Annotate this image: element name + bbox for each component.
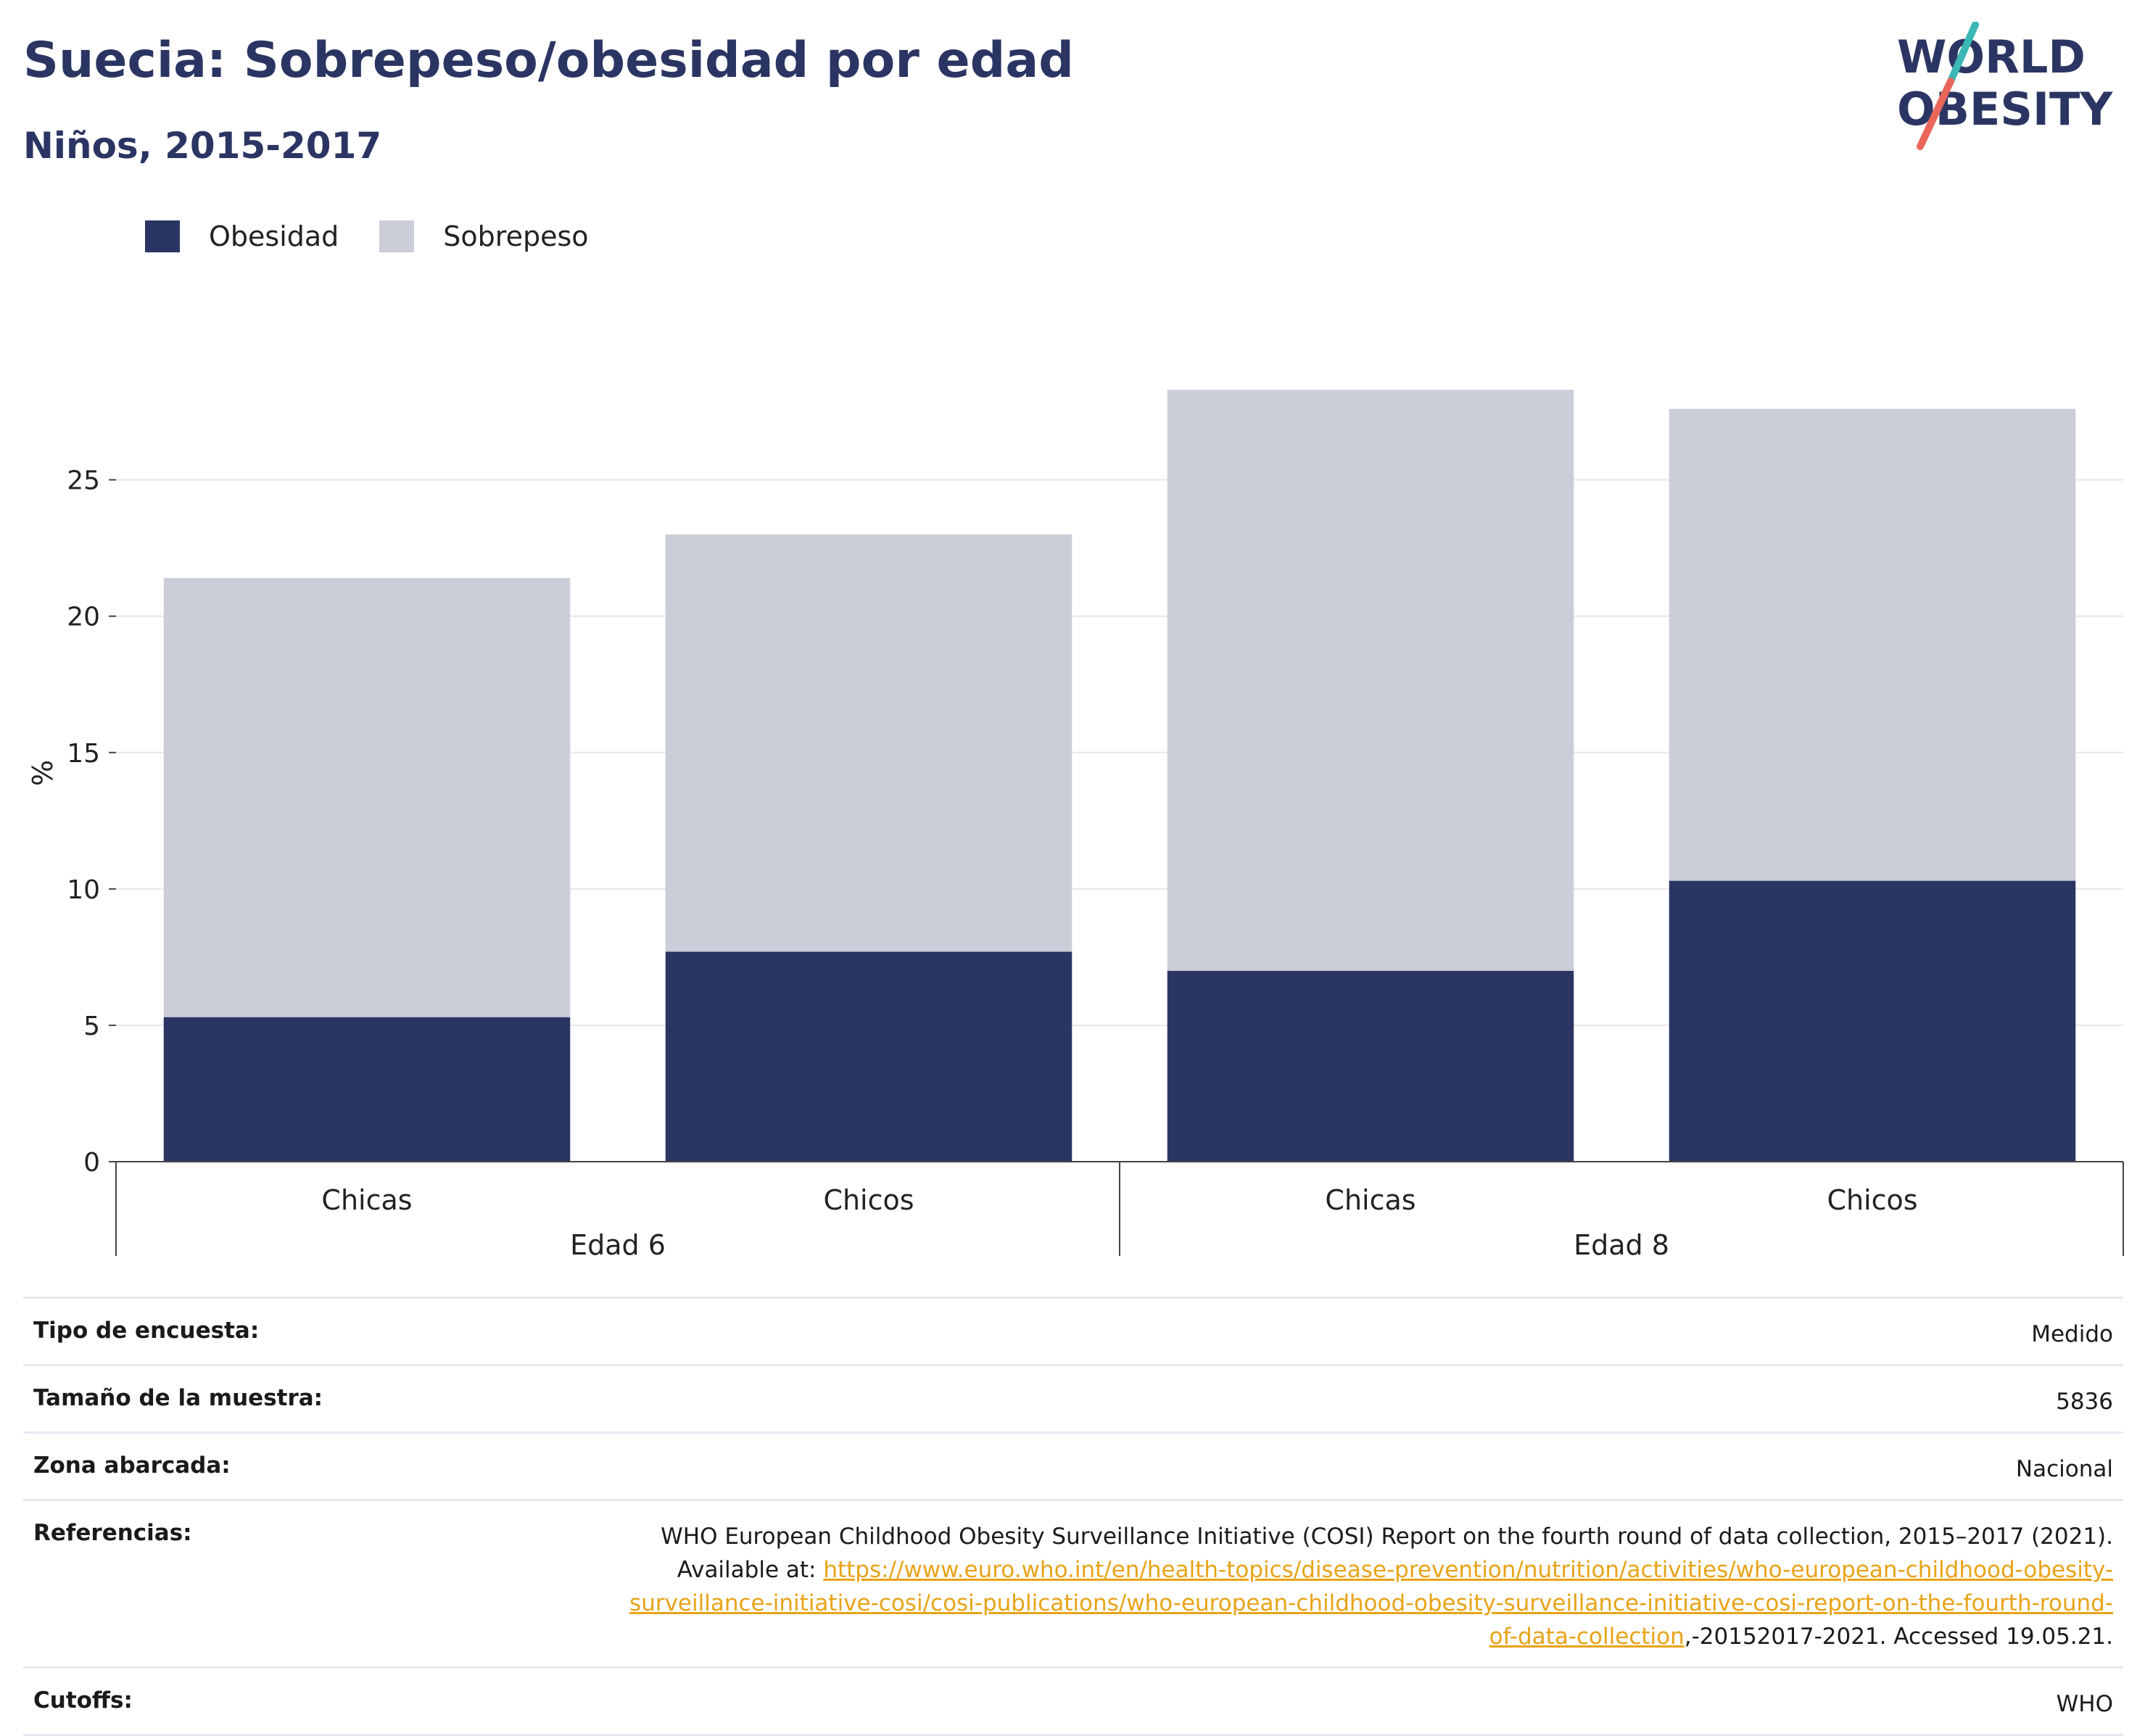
x-tick-label: Chicos: [1827, 1184, 1917, 1216]
logo-slash-bottom: [1917, 78, 1954, 150]
y-tick-label: 10: [67, 875, 100, 905]
reference-link[interactable]: https://www.euro.who.int/en/health-topic…: [629, 1557, 2113, 1650]
bar-obesidad: [1167, 970, 1574, 1162]
page-subtitle: Niños, 2015-2017: [23, 125, 382, 167]
legend-item-obesidad[interactable]: Obesidad: [145, 220, 339, 252]
bar-sobrepeso: [1167, 389, 1574, 971]
stacked-bar-chart: 0 5 10 15 20 25% Chicas Chicos Chicas Chicos Edad …: [27, 389, 2124, 1261]
reference-text: WHO European Childhood Obesity Surveilla…: [661, 1524, 2113, 1583]
chart-legend: Obesidad Sobrepeso: [145, 216, 629, 257]
meta-value: Medido: [2031, 1321, 2113, 1347]
meta-value: WHO: [2056, 1691, 2113, 1717]
meta-row-references: Referencias: WHO European Childhood Obes…: [23, 1499, 2123, 1666]
meta-label: Referencias:: [33, 1520, 192, 1546]
x-tick-label: Chicas: [1325, 1184, 1415, 1216]
page-title: Suecia: Sobrepeso/obesidad por edad: [23, 32, 1074, 89]
y-tick-label: 25: [67, 466, 100, 496]
meta-value: Nacional: [2015, 1456, 2113, 1482]
legend-swatch-obesidad: [145, 220, 180, 252]
y-axis-label: %: [27, 760, 59, 786]
bar-sobrepeso: [1669, 408, 2076, 881]
meta-label: Zona abarcada:: [33, 1452, 231, 1479]
metadata-table: Tipo de encuesta: Medido Tamaño de la mu…: [23, 1297, 2123, 1736]
bar-sobrepeso: [163, 578, 571, 1017]
meta-value: 5836: [2056, 1389, 2113, 1415]
world-obesity-logo: WORLD OBESITY: [1897, 22, 2113, 150]
meta-row-sample-size: Tamaño de la muestra: 5836: [23, 1364, 2123, 1431]
meta-row-area: Zona abarcada: Nacional: [23, 1431, 2123, 1499]
y-tick-label: 5: [83, 1012, 100, 1041]
meta-row-survey-type: Tipo de encuesta: Medido: [23, 1297, 2123, 1364]
meta-value-references: WHO European Childhood Obesity Surveilla…: [627, 1520, 2113, 1653]
meta-label: Tamaño de la muestra:: [33, 1385, 323, 1411]
meta-label: Tipo de encuesta:: [33, 1318, 260, 1344]
x-tick-label: Chicos: [823, 1184, 914, 1216]
x-tick-label: Chicas: [321, 1184, 412, 1216]
bar-obesidad: [163, 1017, 571, 1162]
legend-item-sobrepeso[interactable]: Sobrepeso: [379, 220, 589, 252]
group-label: Edad 6: [570, 1229, 666, 1261]
logo-slash-top: [1947, 22, 1979, 85]
y-tick-label: 15: [67, 739, 100, 769]
logo-line1: WORLD: [1897, 30, 2086, 83]
bar-obesidad: [665, 951, 1072, 1162]
group-label: Edad 8: [1574, 1229, 1669, 1261]
legend-label-sobrepeso: Sobrepeso: [443, 220, 589, 252]
legend-swatch-sobrepeso: [379, 220, 415, 252]
legend-label-obesidad: Obesidad: [209, 220, 339, 252]
meta-label: Cutoffs:: [33, 1687, 133, 1714]
reference-text-tail: ,-20152017-2021. Accessed 19.05.21.: [1684, 1624, 2113, 1650]
y-tick-label: 0: [83, 1148, 100, 1178]
bar-obesidad: [1669, 880, 2076, 1162]
bar-sobrepeso: [665, 534, 1072, 952]
y-tick-label: 20: [67, 603, 100, 632]
